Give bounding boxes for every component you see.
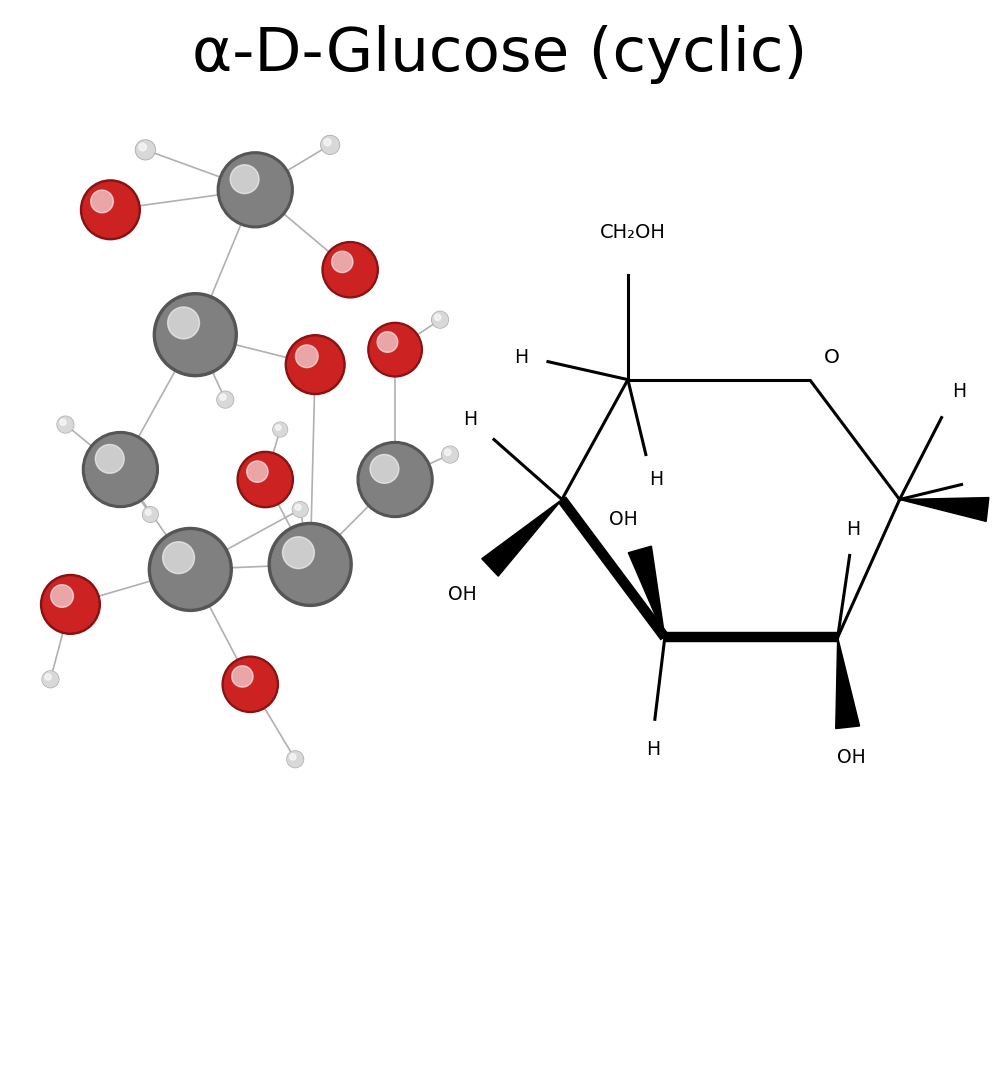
Circle shape [282, 537, 314, 569]
Circle shape [435, 314, 441, 321]
Circle shape [217, 391, 234, 408]
Circle shape [445, 449, 451, 456]
Circle shape [43, 672, 58, 687]
Circle shape [232, 665, 253, 687]
Circle shape [247, 461, 268, 483]
Text: H: H [847, 519, 861, 539]
Text: VectorStock.com/3740018: VectorStock.com/3740018 [777, 1032, 988, 1047]
Circle shape [85, 434, 155, 504]
Circle shape [360, 445, 430, 514]
Circle shape [292, 502, 308, 517]
Circle shape [287, 751, 304, 768]
Circle shape [321, 135, 340, 154]
Circle shape [239, 454, 291, 505]
Circle shape [322, 136, 339, 153]
Circle shape [288, 752, 303, 767]
Circle shape [370, 455, 399, 484]
Circle shape [274, 423, 287, 436]
Polygon shape [900, 498, 989, 522]
Text: H: H [646, 740, 660, 759]
Circle shape [272, 526, 349, 603]
Circle shape [143, 508, 158, 522]
Circle shape [324, 138, 331, 146]
Circle shape [332, 252, 353, 272]
Circle shape [58, 417, 73, 432]
Text: H: H [463, 410, 477, 429]
Circle shape [57, 416, 74, 433]
Circle shape [41, 575, 100, 634]
Circle shape [288, 337, 343, 392]
Circle shape [95, 445, 124, 473]
Circle shape [432, 312, 448, 327]
Circle shape [80, 180, 140, 240]
Text: α-D-Glucose (cyclic): α-D-Glucose (cyclic) [192, 25, 808, 84]
Circle shape [152, 531, 229, 608]
Circle shape [273, 422, 287, 436]
Circle shape [218, 392, 233, 407]
Circle shape [153, 293, 237, 377]
Circle shape [368, 323, 422, 377]
Circle shape [222, 657, 278, 713]
Circle shape [91, 190, 113, 213]
Polygon shape [482, 499, 562, 576]
Text: H: H [514, 348, 528, 367]
Circle shape [295, 504, 301, 510]
Circle shape [285, 335, 345, 394]
Circle shape [268, 523, 352, 606]
Circle shape [324, 244, 376, 296]
Circle shape [145, 510, 151, 515]
Circle shape [143, 507, 158, 523]
Circle shape [163, 542, 195, 573]
Circle shape [357, 442, 433, 517]
Text: O: O [824, 348, 840, 367]
Circle shape [168, 307, 200, 339]
Text: OH: OH [448, 585, 476, 604]
Polygon shape [836, 637, 860, 729]
Circle shape [43, 577, 98, 632]
Polygon shape [628, 546, 665, 637]
Circle shape [60, 419, 66, 426]
Circle shape [148, 527, 232, 611]
Circle shape [139, 144, 146, 151]
Circle shape [442, 447, 458, 462]
Circle shape [82, 432, 158, 508]
Text: CH₂OH: CH₂OH [600, 222, 666, 242]
Circle shape [157, 296, 234, 374]
Circle shape [135, 140, 155, 160]
Circle shape [51, 584, 73, 607]
Circle shape [220, 394, 226, 401]
Circle shape [42, 671, 59, 688]
Circle shape [83, 183, 138, 238]
Text: VectorStock®: VectorStock® [12, 1032, 123, 1047]
Text: OH: OH [609, 510, 637, 529]
Circle shape [432, 311, 448, 328]
Circle shape [237, 451, 293, 508]
Circle shape [293, 502, 307, 516]
Circle shape [45, 674, 51, 680]
Text: OH: OH [837, 747, 866, 767]
Circle shape [295, 345, 318, 367]
Circle shape [442, 446, 458, 463]
Text: H: H [649, 470, 663, 489]
Circle shape [224, 659, 276, 711]
Circle shape [230, 165, 259, 193]
Circle shape [370, 325, 420, 375]
Circle shape [217, 152, 293, 228]
Circle shape [290, 754, 296, 760]
Circle shape [220, 154, 290, 225]
Text: H: H [952, 382, 967, 401]
Circle shape [377, 332, 398, 352]
Circle shape [322, 242, 378, 298]
Circle shape [136, 140, 154, 159]
Circle shape [275, 424, 281, 430]
